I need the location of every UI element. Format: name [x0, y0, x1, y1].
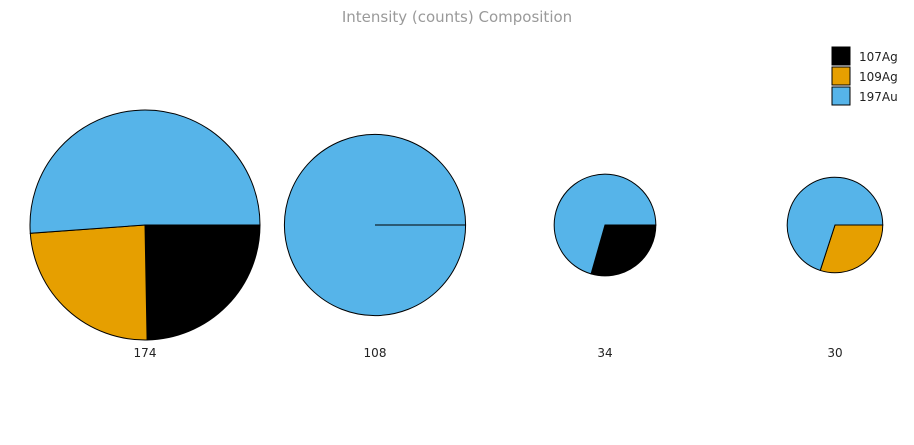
pie-label-30: 30 — [827, 346, 842, 360]
pies-layer: 174 108 34 30 — [29, 109, 884, 360]
slice-174-197Au[interactable] — [29, 109, 261, 234]
legend-swatch-197Au[interactable] — [831, 86, 851, 106]
pie-108: 108 — [283, 133, 467, 360]
legend: 107Ag 109Ag 197Au — [831, 46, 898, 106]
slice-34-197Au[interactable] — [553, 173, 657, 275]
pie-34: 34 — [553, 173, 657, 360]
slice-30-109Ag[interactable] — [819, 224, 884, 274]
pie-label-34: 34 — [597, 346, 612, 360]
pie-label-108: 108 — [364, 346, 387, 360]
legend-label-197Au[interactable]: 197Au — [859, 90, 898, 104]
legend-label-109Ag[interactable]: 109Ag — [859, 70, 898, 84]
slice-174-109Ag[interactable] — [29, 224, 148, 341]
legend-swatch-107Ag[interactable] — [831, 46, 851, 66]
slice-174-107Ag[interactable] — [144, 224, 261, 341]
legend-label-107Ag[interactable]: 107Ag — [859, 50, 898, 64]
slice-30-197Au[interactable] — [786, 176, 884, 272]
legend-swatch-109Ag[interactable] — [831, 66, 851, 86]
pie-label-174: 174 — [134, 346, 157, 360]
pie-174: 174 — [29, 109, 261, 360]
pie-30: 30 — [786, 176, 884, 360]
chart-title: Intensity (counts) Composition — [342, 8, 572, 26]
slice-34-107Ag[interactable] — [590, 224, 657, 277]
